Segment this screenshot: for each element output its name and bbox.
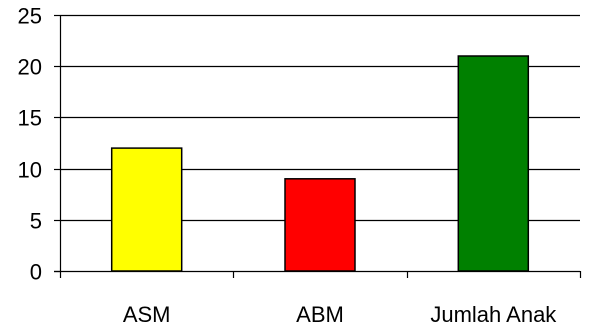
y-tick-label-20: 20 — [18, 55, 42, 80]
y-tick-label-15: 15 — [18, 106, 42, 131]
bar-jumlah-anak — [457, 55, 530, 272]
bars — [110, 55, 530, 272]
x-tick-label-jumlah-anak: Jumlah Anak — [430, 302, 557, 327]
bar-abm — [284, 178, 356, 272]
y-tick-label-25: 25 — [18, 4, 42, 29]
y-tick-label-5: 5 — [30, 209, 42, 234]
axes — [54, 14, 582, 278]
y-tick-label-10: 10 — [18, 158, 42, 183]
y-tick-label-0: 0 — [30, 260, 42, 285]
x-tick-label-abm: ABM — [296, 302, 344, 327]
tick-labels: 0 5 10 15 20 25 ASM ABM Jumlah Anak — [18, 4, 558, 328]
x-tick-label-asm: ASM — [123, 302, 171, 327]
bar-asm — [110, 147, 183, 272]
